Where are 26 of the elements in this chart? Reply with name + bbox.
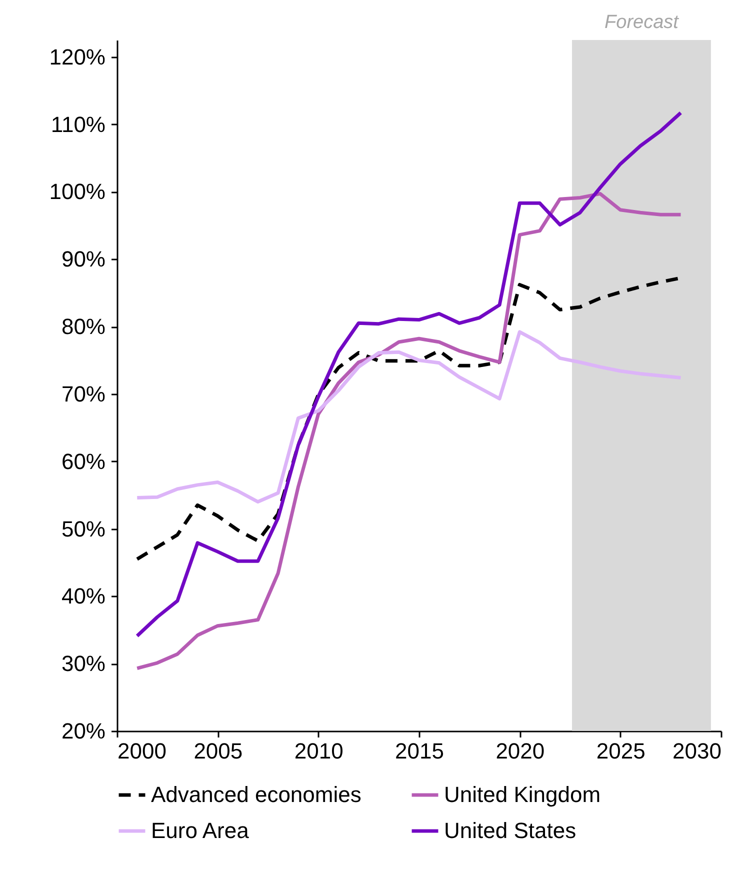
legend-label: United Kingdom xyxy=(444,782,601,807)
y-tick-label: 70% xyxy=(61,381,106,406)
x-tick-label: 2010 xyxy=(294,738,344,764)
y-tick-label: 90% xyxy=(61,246,106,272)
band-label: Forecast xyxy=(604,12,680,33)
line-series xyxy=(135,111,682,638)
line-series xyxy=(135,192,682,670)
y-tick-label: 60% xyxy=(61,448,106,474)
y-tick-label: 110% xyxy=(50,112,106,137)
legend-label: Advanced economies xyxy=(151,782,362,807)
y-tick-label: 40% xyxy=(61,584,106,609)
y-tick-label: 50% xyxy=(61,516,106,542)
x-tick-label: 2025 xyxy=(596,738,646,764)
y-tick-label: 80% xyxy=(61,314,106,340)
y-tick-label: 20% xyxy=(61,718,106,744)
line-series xyxy=(135,330,682,504)
legend-label: Euro Area xyxy=(151,818,250,843)
x-tick-label: 2030 xyxy=(672,738,722,764)
x-tick-label: 2005 xyxy=(194,738,243,764)
x-tick-label: 2000 xyxy=(118,738,166,764)
y-tick-label: 120% xyxy=(49,44,106,70)
x-tick-label: 2020 xyxy=(496,738,545,764)
legend-label: United States xyxy=(444,818,576,843)
x-tick-label: 2015 xyxy=(395,738,444,764)
y-tick-label: 30% xyxy=(61,651,106,676)
y-tick-label: 100% xyxy=(49,179,106,204)
